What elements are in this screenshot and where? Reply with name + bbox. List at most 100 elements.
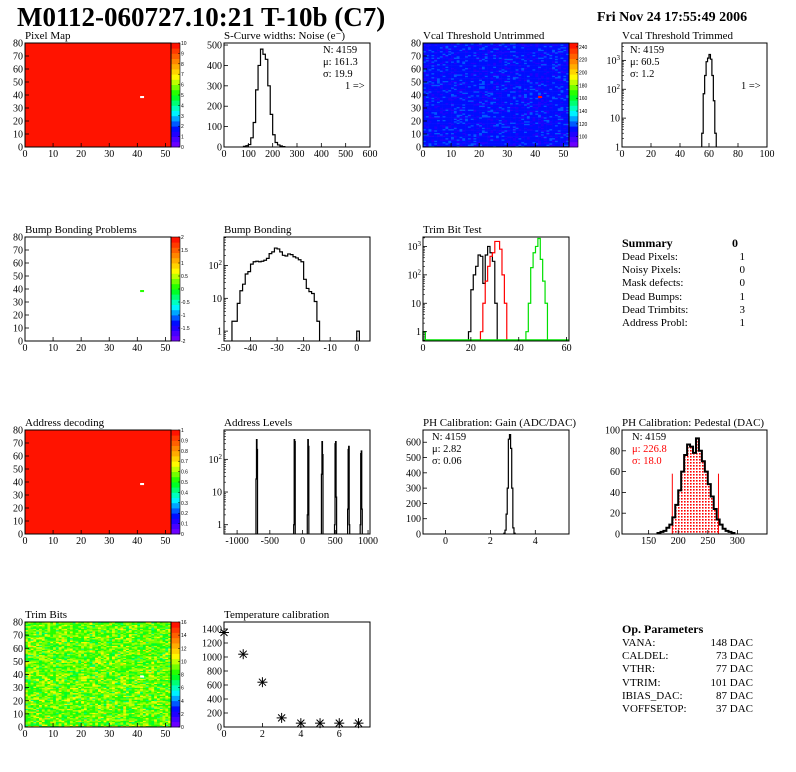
heatmap-cell (462, 101, 466, 104)
histogram-bin (500, 249, 502, 341)
heatmap-cell (510, 121, 514, 123)
heatmap-cell (487, 108, 491, 110)
heatmap-cell (540, 144, 545, 146)
heatmap-cell (425, 104, 429, 106)
heatmap-cell (490, 108, 494, 110)
y-tick-label: 0 (416, 530, 421, 541)
heatmap-cell (546, 89, 550, 92)
heatmap-cell (515, 82, 519, 84)
histogram-series (656, 437, 736, 534)
heatmap-cell (456, 95, 460, 97)
heatmap-cell (507, 128, 511, 131)
heatmap-cell (526, 91, 530, 93)
heatmap-cell (507, 53, 511, 55)
heatmap-cell (445, 45, 449, 48)
heatmap-cell (501, 65, 505, 67)
histogram-bin (285, 256, 288, 341)
heatmap-cell (540, 93, 545, 96)
heatmap-cell (518, 118, 522, 120)
heatmap-cell (481, 118, 486, 120)
heatmap-cell (476, 61, 480, 63)
heatmap-cell (496, 57, 500, 59)
heatmap-cell (501, 52, 505, 54)
heatmap-cell (512, 113, 516, 115)
heatmap-cell (540, 71, 545, 74)
palette-band (171, 309, 180, 316)
histogram-bin (296, 258, 299, 341)
heatmap-cell (546, 92, 550, 94)
heatmap-cell (540, 139, 545, 141)
heatmap-cell (529, 61, 533, 63)
heatmap-cell (459, 123, 463, 126)
heatmap-cell (496, 92, 500, 94)
heatmap-cell (526, 136, 530, 139)
heatmap-cell (487, 101, 491, 104)
heatmap-cell (543, 114, 547, 117)
heatmap-cell (479, 117, 483, 119)
heatmap-cell (473, 102, 477, 105)
heatmap-cell (453, 127, 457, 130)
heatmap-cell (504, 92, 508, 94)
heatmap-cell (546, 54, 550, 57)
heatmap-cell (476, 78, 480, 80)
heatmap-cell (504, 97, 508, 100)
heatmap-cell (425, 111, 429, 114)
heatmap-cell (465, 75, 469, 78)
palette-band (171, 131, 180, 137)
heatmap-cell (560, 49, 564, 52)
heatmap-cell (437, 96, 441, 98)
heatmap-cell (560, 83, 564, 85)
heatmap-cell (428, 79, 432, 81)
heatmap-cell (538, 96, 543, 99)
heatmap-cell (557, 113, 561, 115)
heatmap-cell (481, 79, 486, 81)
heatmap-cell (518, 66, 522, 68)
heatmap-cell (510, 126, 514, 128)
heatmap-cell (510, 59, 514, 62)
heatmap-cell (442, 74, 446, 76)
heatmap-cell (434, 92, 438, 94)
heatmap-cell (423, 78, 427, 80)
heatmap-cell (552, 117, 556, 119)
y-tick-label: 20 (13, 117, 23, 128)
heatmap-cell (543, 79, 547, 81)
heatmap-cell (535, 58, 539, 61)
heatmap-cell (476, 95, 480, 97)
heatmap-cell (434, 96, 438, 98)
histogram-bin (502, 275, 504, 341)
heatmap-cell (470, 139, 474, 141)
heatmap-cell (535, 131, 539, 133)
heatmap-cell (543, 109, 547, 111)
heatmap-cell (560, 109, 564, 111)
heatmap-cell (453, 62, 457, 65)
heatmap-cell (476, 85, 480, 88)
heatmap-cell (496, 66, 500, 68)
heatmap-cell (543, 95, 547, 97)
heatmap-cell (437, 140, 441, 143)
heatmap-cell (518, 123, 522, 126)
heatmap-cell (456, 102, 460, 105)
heatmap-cell (493, 102, 497, 105)
heatmap-cell (521, 118, 525, 120)
heatmap-cell (563, 76, 567, 79)
heatmap-cell (512, 56, 516, 58)
heatmap-cell (529, 104, 533, 106)
heatmap-cell (425, 43, 429, 45)
heatmap-cell (538, 122, 542, 124)
heatmap-cell (467, 104, 472, 106)
heatmap-cell (439, 49, 443, 52)
heatmap-cell (504, 49, 508, 52)
chart-title: Vcal Threshold Untrimmed (423, 30, 545, 42)
heatmap-cell (510, 53, 514, 55)
heatmap-cell (428, 131, 432, 133)
heatmap-cell (535, 70, 539, 72)
heatmap-cell (504, 106, 508, 109)
heatmap-cell (473, 57, 477, 59)
heatmap-cell (526, 84, 530, 87)
heatmap-cell (515, 72, 519, 75)
heatmap-cell (515, 57, 519, 59)
heatmap-cell (543, 85, 547, 88)
heatmap-cell (459, 82, 463, 84)
heatmap-cell (451, 96, 455, 98)
heatmap-cell (538, 137, 542, 140)
